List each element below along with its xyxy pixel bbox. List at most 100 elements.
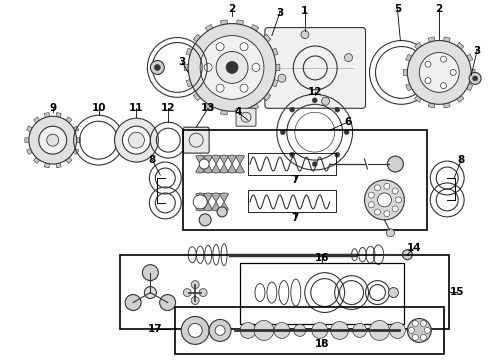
Circle shape: [240, 43, 248, 51]
Wedge shape: [196, 164, 205, 173]
Circle shape: [353, 323, 367, 337]
Wedge shape: [232, 67, 259, 111]
Circle shape: [420, 320, 426, 327]
Text: 6: 6: [344, 117, 351, 127]
Text: 11: 11: [129, 103, 144, 113]
Circle shape: [344, 130, 349, 135]
Circle shape: [441, 56, 446, 62]
Circle shape: [331, 321, 348, 339]
Wedge shape: [204, 155, 213, 164]
Circle shape: [390, 323, 405, 338]
Wedge shape: [439, 54, 473, 72]
Circle shape: [407, 41, 471, 104]
Circle shape: [278, 74, 286, 82]
Circle shape: [240, 84, 248, 92]
Text: 9: 9: [49, 103, 56, 113]
Circle shape: [240, 323, 256, 338]
Wedge shape: [26, 126, 53, 140]
Wedge shape: [232, 34, 271, 67]
Circle shape: [181, 316, 209, 345]
Wedge shape: [196, 155, 205, 164]
Text: 4: 4: [234, 107, 242, 117]
Wedge shape: [236, 164, 245, 173]
Text: 15: 15: [450, 287, 465, 297]
Circle shape: [143, 265, 158, 280]
Circle shape: [199, 289, 207, 297]
Text: 5: 5: [394, 4, 401, 14]
Wedge shape: [428, 72, 439, 108]
Text: 3: 3: [276, 8, 284, 18]
Circle shape: [188, 24, 276, 111]
Wedge shape: [204, 164, 213, 173]
Wedge shape: [439, 72, 450, 108]
Circle shape: [388, 156, 403, 172]
Wedge shape: [204, 202, 213, 211]
Circle shape: [365, 180, 404, 220]
Circle shape: [188, 323, 202, 337]
Wedge shape: [232, 67, 278, 87]
Circle shape: [384, 183, 390, 189]
Wedge shape: [205, 67, 232, 111]
Circle shape: [392, 206, 398, 212]
Text: 16: 16: [315, 253, 329, 263]
Circle shape: [290, 152, 294, 157]
Circle shape: [216, 43, 224, 51]
Text: 17: 17: [148, 324, 163, 334]
Wedge shape: [33, 117, 53, 140]
Circle shape: [413, 320, 418, 327]
Circle shape: [160, 294, 175, 310]
Text: 12: 12: [308, 87, 322, 97]
Text: 8: 8: [149, 155, 156, 165]
Circle shape: [402, 250, 413, 260]
Circle shape: [321, 97, 329, 105]
Circle shape: [115, 118, 158, 162]
Wedge shape: [184, 64, 232, 71]
Circle shape: [413, 334, 418, 340]
Circle shape: [29, 116, 76, 164]
FancyBboxPatch shape: [265, 28, 366, 108]
Circle shape: [191, 297, 199, 305]
Wedge shape: [25, 138, 53, 143]
Circle shape: [39, 126, 67, 154]
Circle shape: [312, 323, 328, 338]
Circle shape: [209, 319, 231, 341]
Circle shape: [199, 159, 209, 169]
Circle shape: [368, 192, 374, 198]
Circle shape: [368, 202, 374, 208]
Circle shape: [469, 72, 481, 84]
Circle shape: [419, 53, 459, 92]
Wedge shape: [439, 72, 473, 91]
Wedge shape: [439, 37, 450, 72]
Wedge shape: [196, 193, 205, 202]
Wedge shape: [53, 140, 72, 163]
Circle shape: [122, 126, 150, 154]
Wedge shape: [439, 72, 464, 102]
Text: 18: 18: [315, 339, 329, 349]
Text: 7: 7: [291, 175, 298, 185]
Wedge shape: [227, 164, 237, 173]
Wedge shape: [220, 202, 228, 211]
Circle shape: [215, 325, 225, 336]
Circle shape: [395, 197, 401, 203]
Text: 8: 8: [458, 155, 465, 165]
Circle shape: [387, 229, 394, 237]
Circle shape: [274, 323, 290, 338]
Circle shape: [290, 107, 294, 112]
Circle shape: [47, 134, 59, 146]
FancyBboxPatch shape: [183, 127, 209, 153]
Text: 13: 13: [201, 103, 216, 113]
Circle shape: [407, 319, 431, 342]
Wedge shape: [232, 67, 244, 115]
Wedge shape: [194, 67, 232, 101]
Text: 2: 2: [436, 4, 443, 14]
Wedge shape: [53, 113, 61, 140]
Circle shape: [473, 76, 478, 81]
Text: 14: 14: [407, 243, 422, 253]
Wedge shape: [53, 138, 81, 143]
Bar: [240, 263, 404, 324]
Wedge shape: [439, 69, 475, 76]
Circle shape: [369, 320, 390, 340]
Wedge shape: [236, 155, 245, 164]
Wedge shape: [439, 42, 464, 72]
Circle shape: [125, 294, 141, 310]
